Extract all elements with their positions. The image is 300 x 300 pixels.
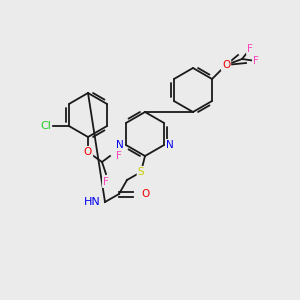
Text: O: O [141,189,149,199]
Text: F: F [103,177,109,187]
Text: F: F [253,56,259,66]
Text: N: N [166,140,174,150]
Text: HN: HN [84,197,101,207]
Text: O: O [84,147,92,157]
Text: F: F [247,44,253,54]
Text: S: S [138,167,144,177]
Text: Cl: Cl [40,121,51,131]
Text: O: O [222,60,230,70]
Text: F: F [116,151,122,161]
Text: N: N [116,140,124,150]
